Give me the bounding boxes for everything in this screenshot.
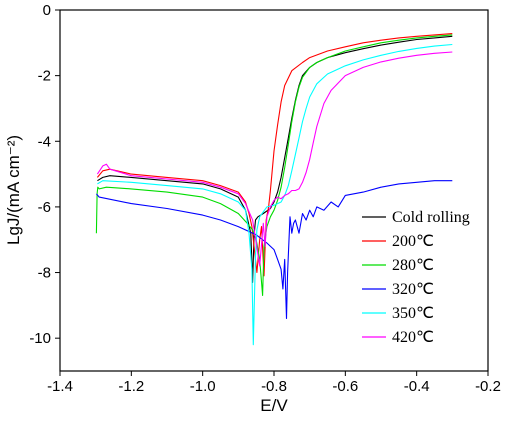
- legend-label-0: Cold rolling: [392, 209, 470, 226]
- y-tick-label: -4: [38, 133, 51, 150]
- x-tick-label: -1.0: [190, 378, 216, 395]
- legend-label-5: 420℃: [392, 329, 434, 346]
- series-line-4: [97, 43, 453, 346]
- x-tick-label: -0.2: [475, 378, 501, 395]
- y-tick-label: 0: [43, 2, 51, 19]
- x-tick-label: -0.4: [404, 378, 430, 395]
- x-tick-label: -0.6: [332, 378, 358, 395]
- axis-ticks: -1.4 -1.2 -1.0 -0.8 -0.6 -0.4 -0.2 0 -2 -4 -6 -8 -10: [29, 2, 501, 395]
- y-axis-title: LgJ/(mA cm⁻²): [4, 135, 23, 245]
- x-tick-label: -1.2: [118, 378, 144, 395]
- series-layer: [95, 33, 453, 346]
- y-tick-label: -6: [38, 199, 51, 216]
- series-line-2: [95, 34, 453, 297]
- y-tick-label: -8: [38, 265, 51, 282]
- legend-label-1: 200℃: [392, 233, 434, 250]
- x-tick-label: -0.8: [261, 378, 287, 395]
- legend-label-2: 280℃: [392, 257, 434, 274]
- legend-label-3: 320℃: [392, 281, 434, 298]
- series-line-3: [95, 180, 453, 320]
- x-axis-title: E/V: [260, 396, 288, 415]
- series-line-0: [97, 35, 453, 283]
- series-line-5: [96, 51, 453, 267]
- y-tick-label: -10: [29, 330, 51, 347]
- x-tick-label: -1.4: [47, 378, 73, 395]
- legend: Cold rolling 200℃ 280℃ 320℃ 350℃ 420℃: [362, 209, 470, 346]
- legend-label-4: 350℃: [392, 305, 434, 322]
- y-tick-label: -2: [38, 68, 51, 85]
